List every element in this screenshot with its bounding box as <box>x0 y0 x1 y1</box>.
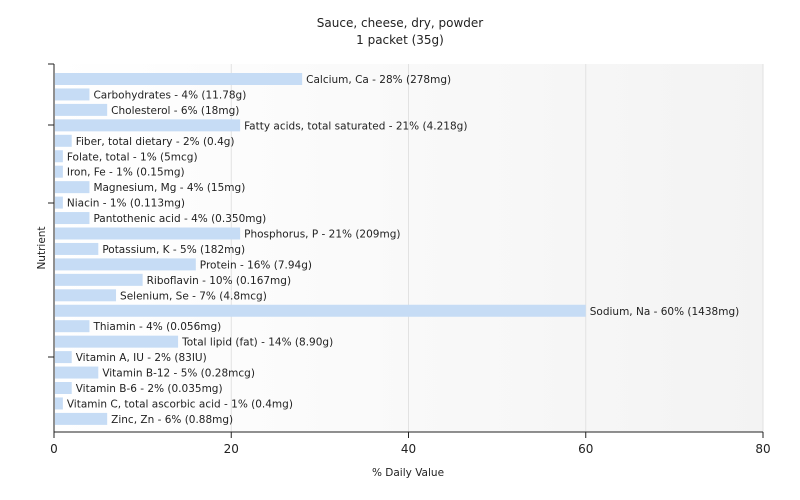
chart-title: Sauce, cheese, dry, powder <box>317 16 483 30</box>
bar <box>55 119 241 132</box>
bar-label: Thiamin - 4% (0.056mg) <box>92 321 221 333</box>
x-tick-label: 20 <box>224 442 239 456</box>
bar-label: Iron, Fe - 1% (0.15mg) <box>67 167 185 179</box>
bar-label: Total lipid (fat) - 14% (8.90g) <box>181 337 333 349</box>
bar <box>55 73 303 85</box>
bar <box>55 258 196 271</box>
bar <box>55 227 241 240</box>
bar-label: Magnesium, Mg - 4% (15mg) <box>93 182 245 194</box>
bar-label: Niacin - 1% (0.113mg) <box>67 198 185 210</box>
bar <box>55 412 108 425</box>
bar <box>55 103 108 116</box>
bar <box>55 88 90 101</box>
bar <box>55 196 63 209</box>
bar-label: Folate, total - 1% (5mcg) <box>67 151 198 163</box>
bar <box>55 351 72 364</box>
x-tick-label: 0 <box>50 442 58 456</box>
bars <box>55 73 586 425</box>
x-axis-title: % Daily Value <box>372 467 444 479</box>
bar-labels: Calcium, Ca - 28% (278mg) Carbohydrates -… <box>67 74 739 426</box>
bar <box>55 382 72 394</box>
bar <box>55 150 63 163</box>
bar-label: Vitamin C, total ascorbic acid - 1% (0.4… <box>67 398 293 410</box>
bar <box>55 397 63 410</box>
bar-label: Protein - 16% (7.94g) <box>200 259 312 271</box>
bar <box>55 289 117 302</box>
bar-label: Fatty acids, total saturated - 21% (4.21… <box>244 120 467 132</box>
bar <box>55 304 586 317</box>
bar-label: Pantothenic acid - 4% (0.350mg) <box>93 213 266 225</box>
bar <box>55 165 63 178</box>
bar-label: Sodium, Na - 60% (1438mg) <box>590 306 739 318</box>
bar-label: Phosphorus, P - 21% (209mg) <box>244 229 400 241</box>
bar <box>55 320 90 333</box>
bar-label: Zinc, Zn - 6% (0.88mg) <box>111 414 233 426</box>
x-tick-label: 40 <box>401 442 416 456</box>
bar <box>55 273 143 286</box>
bar <box>55 212 90 225</box>
bar-label: Vitamin B-12 - 5% (0.28mcg) <box>102 368 255 380</box>
bar-label: Calcium, Ca - 28% (278mg) <box>306 74 451 86</box>
bar <box>55 134 72 147</box>
x-tick-label: 60 <box>578 442 593 456</box>
bar-label: Vitamin A, IU - 2% (83IU) <box>76 352 207 364</box>
x-tick-label: 80 <box>755 442 770 456</box>
chart-subtitle: 1 packet (35g) <box>356 33 444 47</box>
bar-label: Cholesterol - 6% (18mg) <box>111 105 239 117</box>
bar <box>55 181 90 194</box>
bar <box>55 242 99 255</box>
axes: 0 20 40 60 80 <box>48 63 771 456</box>
bar-label: Carbohydrates - 4% (11.78g) <box>93 89 246 101</box>
bar <box>55 366 99 379</box>
bar-label: Fiber, total dietary - 2% (0.4g) <box>76 136 235 148</box>
bar-label: Potassium, K - 5% (182mg) <box>102 244 245 256</box>
bar-label: Vitamin B-6 - 2% (0.035mg) <box>76 383 223 395</box>
bar-label: Selenium, Se - 7% (4.8mcg) <box>120 290 267 302</box>
y-axis-title: Nutrient <box>36 226 48 269</box>
bar <box>55 335 179 348</box>
bar-label: Riboflavin - 10% (0.167mg) <box>147 275 291 287</box>
